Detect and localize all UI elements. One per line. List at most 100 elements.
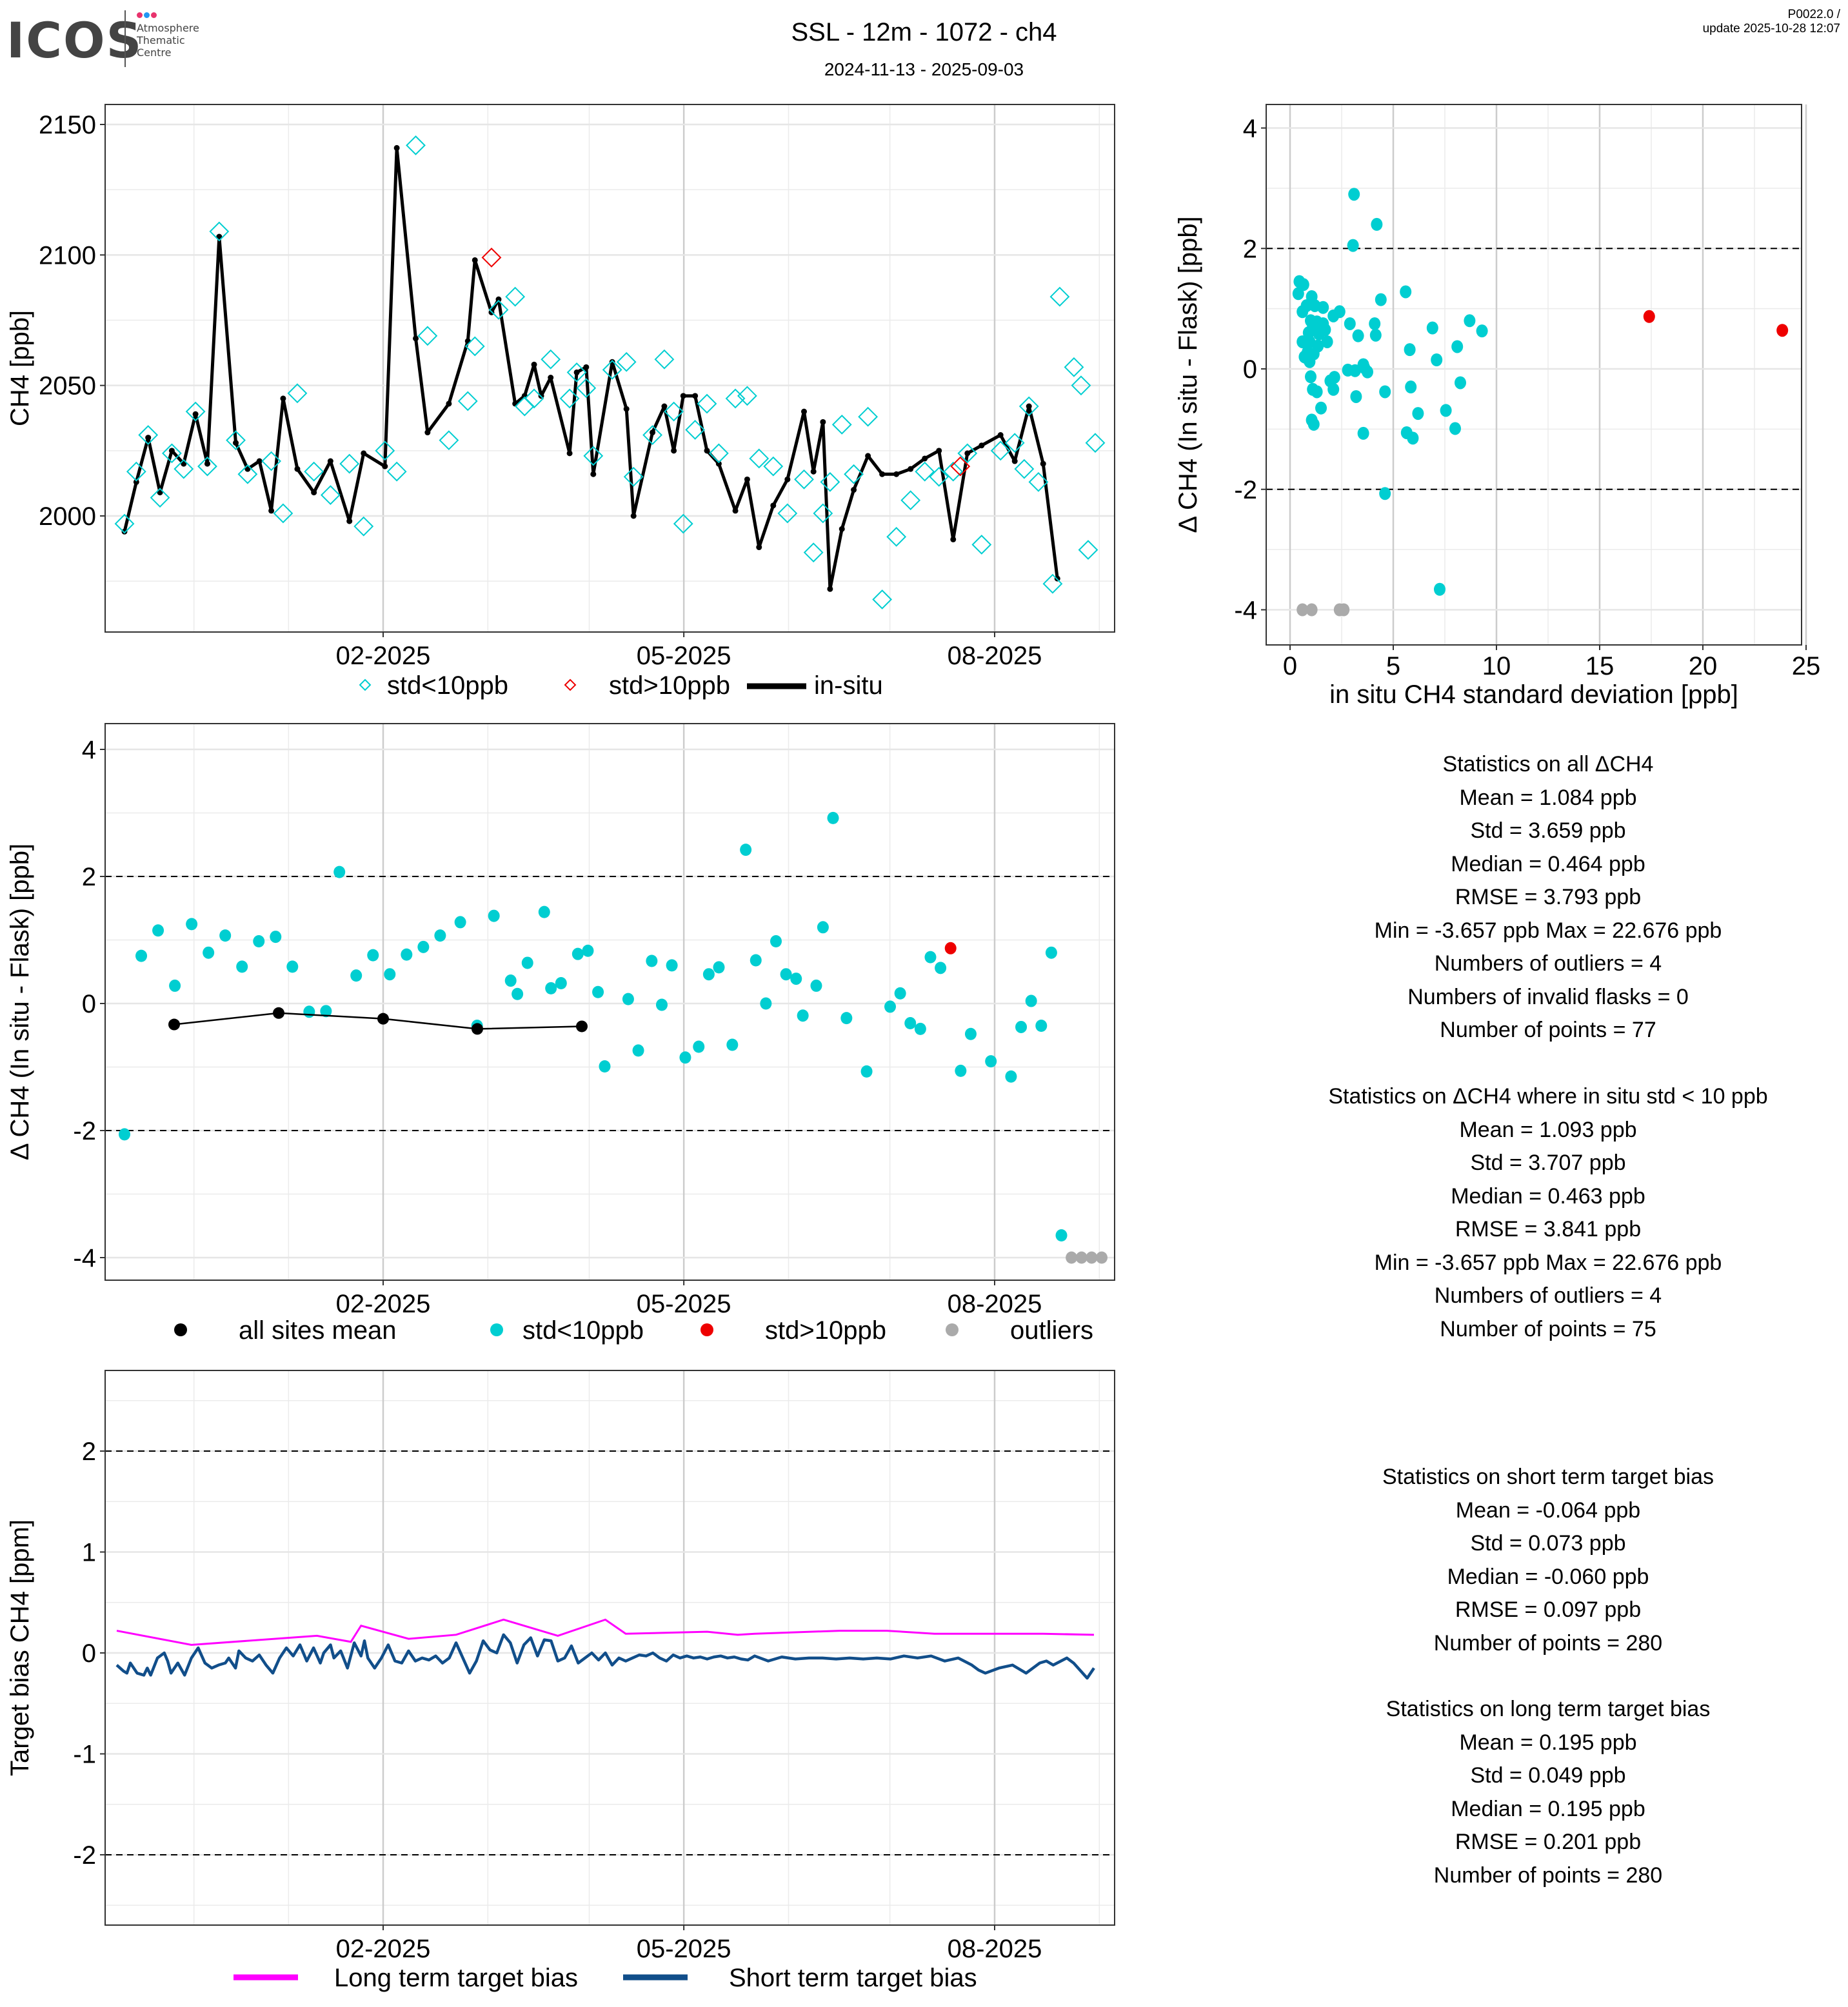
outlier-point: [1096, 1251, 1108, 1264]
logo-subtitle-line: Atmosphere: [137, 22, 199, 34]
insitu-point: [630, 513, 637, 519]
std-lt10-point: [622, 993, 634, 1005]
target-bias-chart: -2 -1 0 1 2 02-2025 05-2025 08-2025 Target bias …: [6, 1370, 1115, 1992]
std-lt10-point: [964, 1027, 977, 1040]
flask-diamond-lt10: [126, 461, 146, 482]
stats-title: Statistics on short term target bias: [1382, 1465, 1714, 1489]
insitu-point: [744, 476, 750, 482]
std-lt10-point: [1371, 217, 1383, 231]
legend-label: std<10ppb: [387, 671, 508, 700]
std-lt10-point: [760, 997, 772, 1010]
std-lt10-point: [1315, 401, 1327, 415]
logo-wordmark: ICOS: [6, 12, 143, 69]
flask-diamond-lt10: [439, 430, 459, 451]
flask-diamond-lt10: [831, 414, 852, 435]
flask-diamond-lt10: [320, 485, 341, 506]
std-lt10-point: [1045, 946, 1057, 959]
insitu-point: [879, 471, 886, 477]
insitu-point: [583, 364, 590, 370]
flask-diamond-lt10: [576, 378, 597, 399]
flask-diamond-lt10: [654, 349, 675, 370]
std-lt10-point: [350, 969, 363, 982]
plot-border: [1266, 104, 1802, 646]
outlier-point: [1306, 603, 1318, 617]
insitu-point: [810, 468, 817, 475]
stats-long-term-bias: Statistics on long term target bias Mean…: [1258, 1693, 1838, 1892]
flask-diamond-lt10: [1018, 396, 1039, 417]
legend-label: Short term target bias: [729, 1964, 977, 1992]
std-lt10-point: [860, 1065, 873, 1078]
std-lt10-point: [985, 1055, 997, 1068]
insitu-point: [361, 450, 367, 457]
flask-diamond-lt10: [1085, 433, 1106, 453]
logo-dot-icon: [144, 12, 150, 18]
y-tick-label: -4: [73, 1244, 96, 1272]
flask-diamond-lt10: [457, 391, 478, 411]
std-lt10-point: [1357, 426, 1369, 440]
logo-dot-icon: [151, 12, 157, 18]
flask-diamond-lt10: [261, 451, 281, 471]
std-lt10-point: [119, 1128, 130, 1141]
std-lt10-point: [203, 946, 215, 959]
flask-diamond-lt10: [559, 388, 580, 409]
flask-diamond-lt10: [505, 286, 526, 307]
std-lt10-point: [1440, 404, 1452, 417]
logo-subtitle-line: Thematic: [137, 34, 185, 46]
x-tick-label: 10: [1482, 652, 1511, 680]
insitu-point: [294, 466, 301, 472]
insitu-point: [573, 369, 580, 375]
flask-diamond-lt10: [1078, 540, 1098, 560]
stats-min-max: Min = -3.657 ppb Max = 22.676 ppb: [1374, 918, 1722, 943]
flask-diamond-lt10: [237, 464, 258, 484]
insitu-point: [1054, 575, 1060, 582]
std-lt10-point: [367, 949, 379, 962]
std-lt10-point: [646, 954, 658, 967]
std-lt10-point: [655, 998, 668, 1011]
legend-gt10-icon: [564, 678, 577, 691]
flask-diamond-lt10: [749, 448, 770, 469]
flask-diamond-lt10: [138, 425, 159, 445]
std-lt10-point: [571, 947, 584, 960]
std-lt10-point: [1327, 309, 1340, 322]
std-lt10-point: [521, 956, 533, 969]
y-tick-label: -1: [73, 1741, 96, 1769]
insitu-point: [997, 432, 1004, 439]
insitu-point: [133, 479, 139, 485]
insitu-point: [145, 435, 152, 441]
y-tick-label: -2: [73, 1841, 96, 1870]
stats-points: Number of points = 280: [1433, 1863, 1663, 1888]
flask-diamond-lt10: [185, 401, 206, 422]
flask-diamond-lt10: [642, 425, 662, 445]
std-lt10-point: [810, 979, 822, 992]
flask-diamond-lt10: [813, 503, 833, 524]
std-lt10-point: [1344, 317, 1356, 330]
insitu-point: [268, 508, 275, 514]
std-lt10-point: [236, 960, 248, 973]
flask-diamond-lt10: [583, 446, 604, 466]
std-lt10-point: [713, 961, 725, 974]
std-lt10-point: [1405, 381, 1417, 394]
insitu-point: [1011, 458, 1018, 464]
std-lt10-point: [797, 1009, 809, 1022]
insitu-point: [192, 411, 199, 417]
std-lt10-point: [401, 948, 413, 961]
std-lt10-point: [1297, 305, 1309, 319]
insitu-point: [851, 487, 857, 493]
flask-diamond-lt10: [971, 535, 992, 555]
flask-diamond-lt10: [1014, 459, 1035, 479]
stats-outliers: Numbers of outliers = 4: [1434, 951, 1662, 976]
std-lt10-point: [152, 924, 164, 937]
flask-diamond-lt10: [1028, 471, 1049, 492]
std-lt10-point: [454, 916, 466, 929]
std-lt10-point: [384, 968, 396, 981]
std-lt10-point: [1449, 422, 1461, 435]
y-tick-label: 2000: [39, 502, 96, 531]
all-sites-mean-point: [168, 1018, 180, 1031]
legend-label: outliers: [1010, 1316, 1093, 1345]
insitu-point: [424, 430, 431, 436]
flask-diamond-lt10: [114, 513, 135, 534]
std-gt10-point: [944, 942, 957, 954]
insitu-point: [671, 448, 677, 454]
flask-diamond-gt10: [481, 247, 502, 268]
std-lt10-point: [1400, 285, 1412, 299]
